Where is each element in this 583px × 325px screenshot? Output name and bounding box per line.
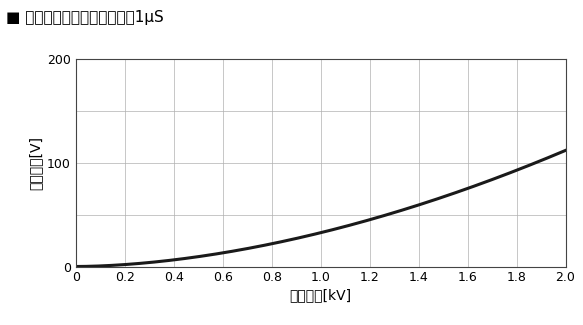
Text: ■ パルス減衰特性　パルス幽1μS: ■ パルス減衰特性 パルス幽1μS bbox=[6, 10, 164, 25]
Y-axis label: 出力電圧[V]: 出力電圧[V] bbox=[29, 136, 43, 189]
X-axis label: 入力電圧[kV]: 入力電圧[kV] bbox=[290, 289, 352, 303]
